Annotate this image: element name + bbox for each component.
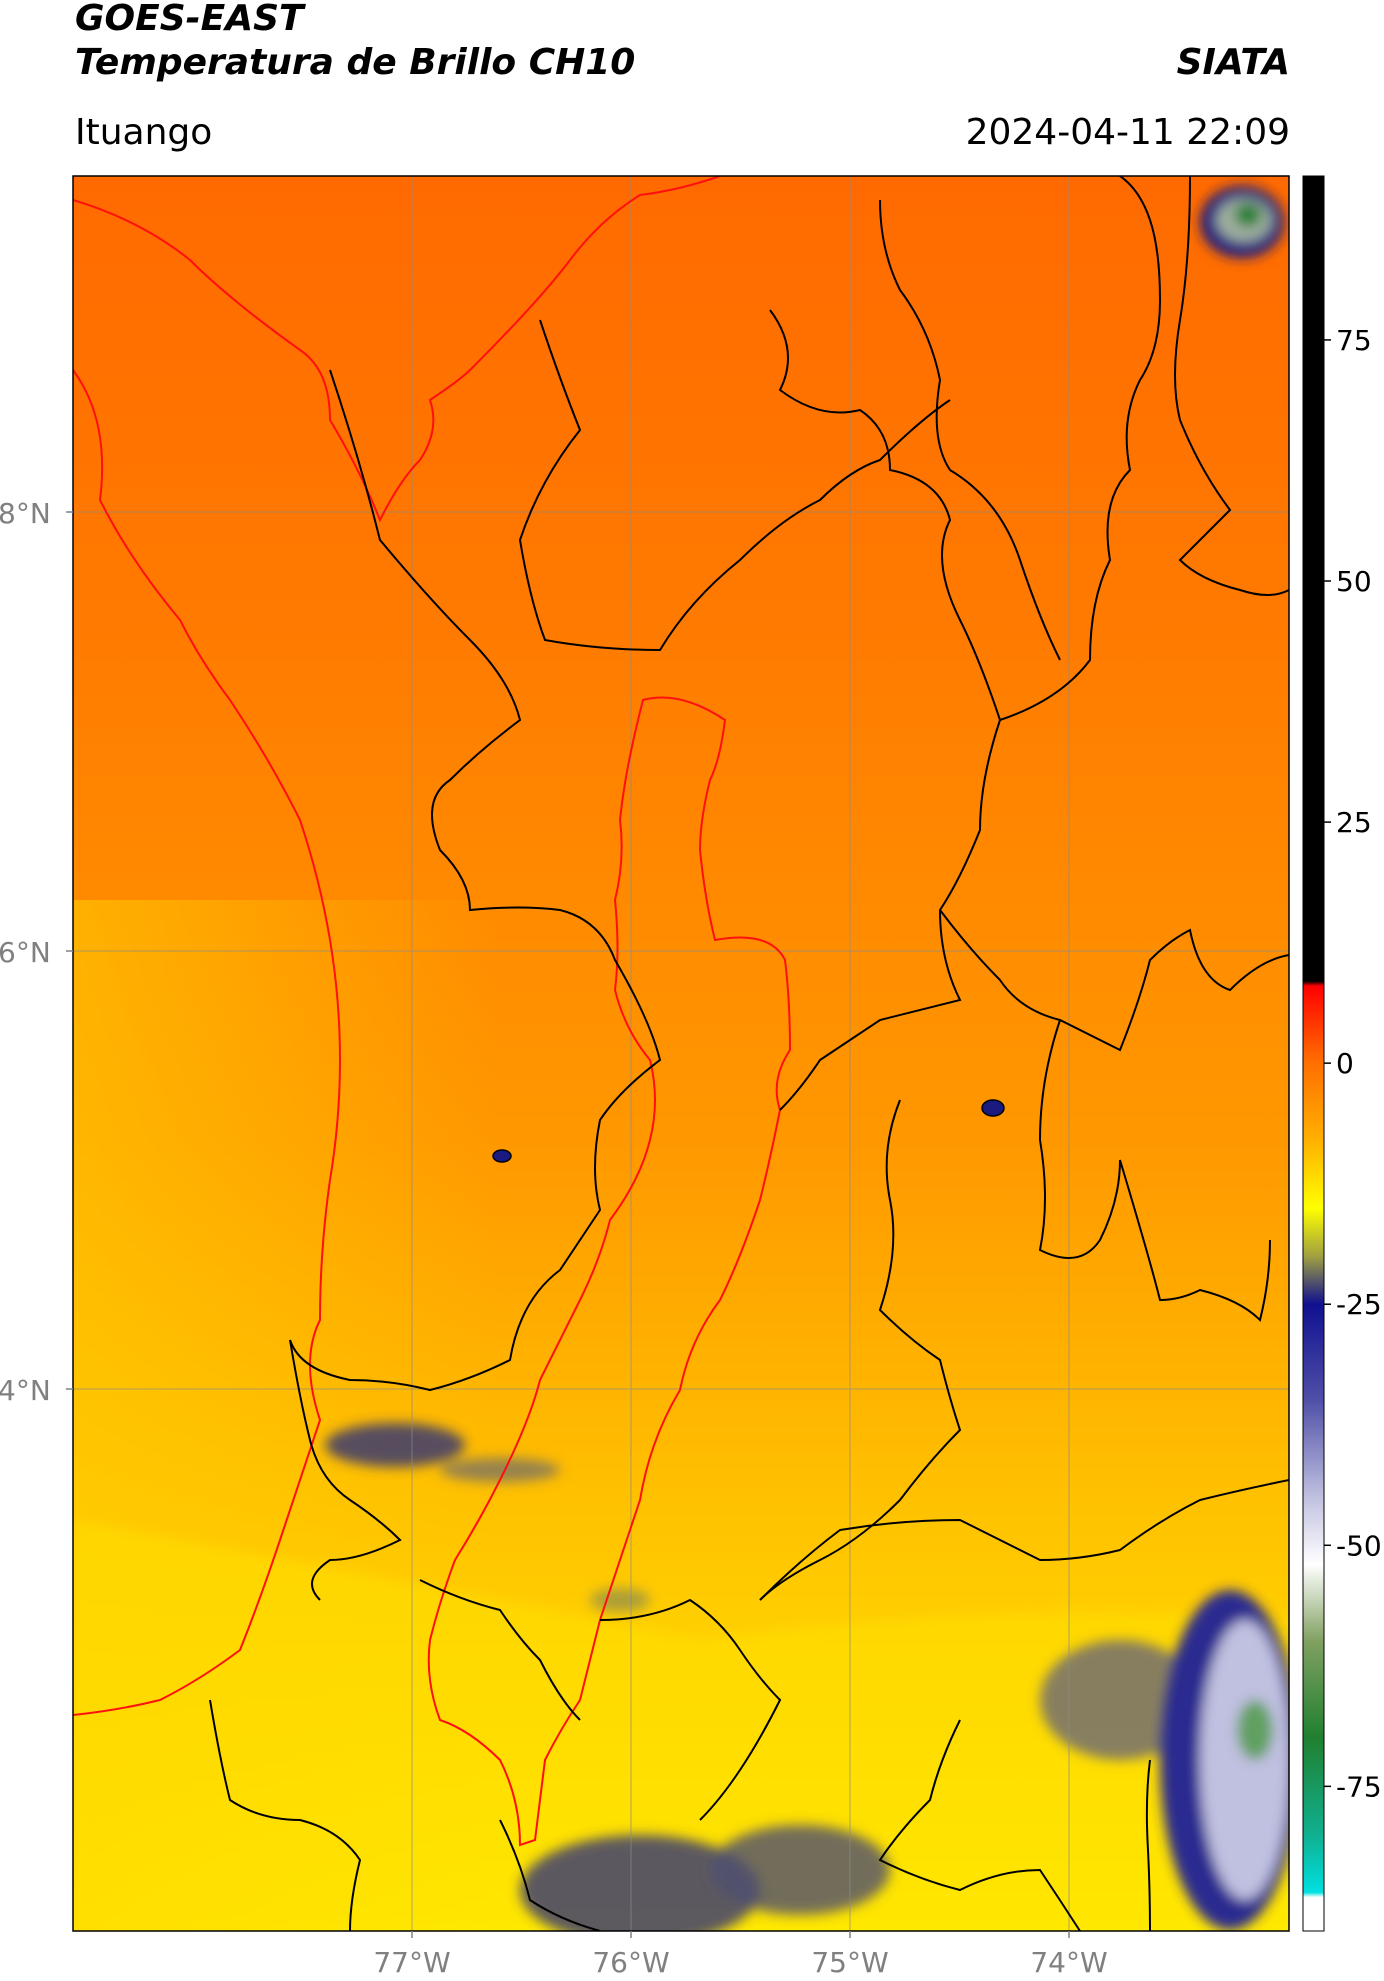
cloud-cell <box>1237 1700 1273 1760</box>
dept-boundary <box>878 1719 1081 1931</box>
lon-label: 74°W <box>1030 1946 1107 1979</box>
north-coastline <box>73 176 721 523</box>
colorbar: 75 50 25 0 -25 -50 -75 <box>1302 175 1382 1932</box>
lon-label: 77°W <box>373 1946 450 1979</box>
colorbar-tick-label: 75 <box>1336 324 1372 357</box>
pacific-coastline <box>73 369 342 1716</box>
colorbar-ticks: 75 50 25 0 -25 -50 -75 <box>1324 324 1382 1803</box>
organization-label: SIATA <box>1176 42 1290 83</box>
dept-boundary <box>599 1598 782 1821</box>
dept-boundary <box>419 1579 581 1721</box>
map-frame <box>72 175 1290 1932</box>
cloud-cell <box>325 1423 465 1467</box>
river-basin-outline <box>427 696 792 1847</box>
dept-boundary <box>518 319 951 652</box>
dept-boundary <box>879 199 1061 661</box>
cloud-cell <box>520 1835 760 1931</box>
dept-boundary <box>939 909 1289 1052</box>
dept-boundary <box>209 1699 362 1931</box>
datetime-label: 2024-04-11 22:09 <box>965 112 1290 153</box>
admin-boundaries <box>209 176 1289 1931</box>
dept-boundary <box>499 1819 601 1931</box>
lon-labels: 77°W 76°W 75°W 74°W <box>373 1931 1108 1979</box>
lon-label: 76°W <box>592 1946 669 1979</box>
colorbar-tick-label: -50 <box>1336 1529 1382 1562</box>
dept-boundary <box>769 176 1162 722</box>
colorbar-tick-label: 0 <box>1336 1047 1354 1080</box>
cloud-cell <box>1234 203 1262 227</box>
dept-boundary <box>759 1099 962 1601</box>
dept-boundary <box>1174 176 1289 596</box>
lat-label: 8°N <box>0 497 51 530</box>
red-boundaries <box>73 176 792 1847</box>
product-title: Temperatura de Brillo CH10 <box>75 42 636 83</box>
cloud-cell <box>590 1588 650 1612</box>
dept-boundary <box>289 369 662 1392</box>
cloud-cell <box>1200 1620 1289 1900</box>
cloud-cells <box>325 186 1289 1931</box>
satellite-title: GOES-EAST <box>75 0 304 39</box>
cloud-cell <box>710 1825 890 1915</box>
colorbar-gradient <box>1302 175 1325 1932</box>
southern-warm-region <box>73 1520 1289 1931</box>
lat-label: 4°N <box>0 1374 51 1407</box>
region-label: Ituango <box>75 112 213 153</box>
colorbar-tick-label: -25 <box>1336 1288 1382 1321</box>
cloud-cell <box>492 1149 512 1163</box>
colorbar-tick-label: -75 <box>1336 1770 1382 1803</box>
lat-label: 6°N <box>0 936 51 969</box>
lat-labels: 8°N 6°N 4°N <box>0 497 73 1407</box>
dept-boundary <box>779 719 1001 1111</box>
colorbar-tick-label: 50 <box>1336 565 1372 598</box>
dept-boundary <box>1038 1019 1271 1322</box>
cloud-cell <box>1040 1640 1200 1760</box>
dept-boundary <box>759 1479 1289 1601</box>
cloud-cell <box>981 1099 1005 1117</box>
dept-boundary <box>1145 1759 1151 1931</box>
colorbar-tick-label: 25 <box>1336 806 1372 839</box>
lon-label: 75°W <box>811 1946 888 1979</box>
map-area <box>73 176 1289 1931</box>
cloud-cell <box>440 1458 560 1482</box>
dept-boundary <box>289 1339 402 1601</box>
